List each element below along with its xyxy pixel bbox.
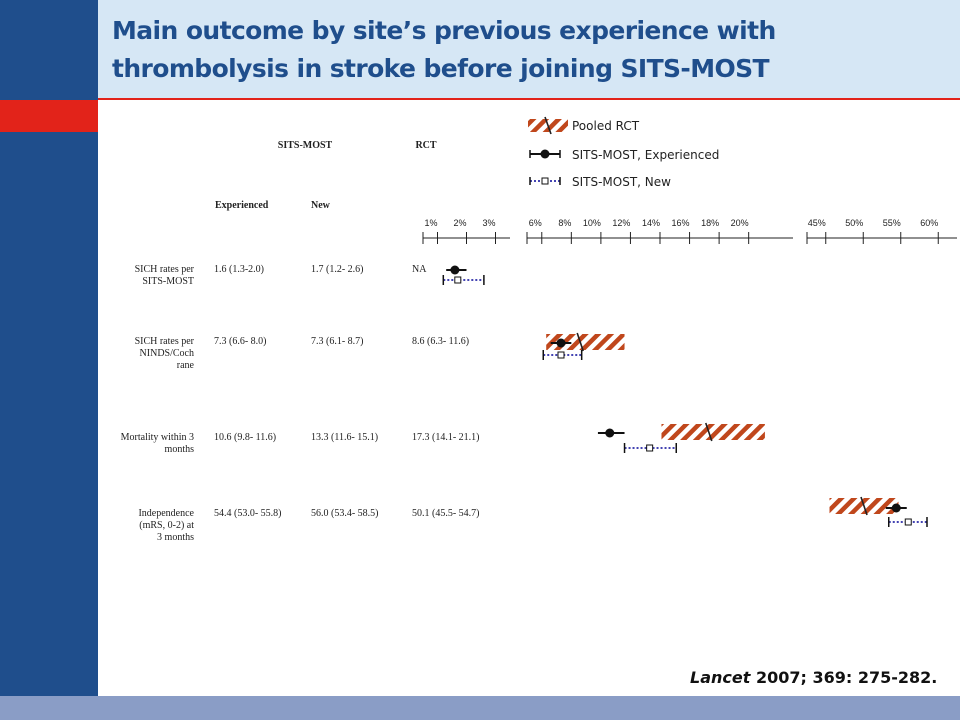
axis-tick-label: 55% [883,218,901,228]
row-label-line: Independence [138,508,194,519]
group-header-sits-most: SITS-MOST [278,140,333,151]
cell-new: 13.3 (11.6- 15.1) [311,432,378,443]
slide-title: Main outcome by site’s previous experien… [112,16,776,83]
new-point-estimate [646,444,654,452]
new-point-estimate [557,351,565,359]
rct-ci-bar [546,334,625,350]
cell-experienced: 54.4 (53.0- 55.8) [214,508,282,519]
rct-point-estimate [860,496,868,516]
row-label-line: (mRS, 0-2) at [139,520,194,531]
legend-label-new: SITS-MOST, New [572,175,671,189]
axis-tick-label: 16% [672,218,690,228]
cell-rct: 8.6 (6.3- 11.6) [412,336,469,347]
axis-tick-label: 45% [808,218,826,228]
cell-new: 7.3 (6.1- 8.7) [311,336,364,347]
row-label-line: SICH rates per [135,336,195,347]
legend-label-rct: Pooled RCT [572,119,640,133]
axis-tick-label: 60% [920,218,938,228]
new-point-estimate [904,518,912,526]
experienced-point-estimate [556,338,566,348]
axis-tick-label: 50% [845,218,863,228]
experienced-point-estimate [605,428,615,438]
experienced-point-estimate [891,503,901,513]
cell-new: 1.7 (1.2- 2.6) [311,264,364,275]
axis-tick-label: 1% [424,218,437,228]
rct-point-estimate [705,422,713,442]
axis-tick-label: 2% [453,218,466,228]
row-label-line: months [165,444,195,455]
row-label-line: SICH rates per [135,264,195,275]
cell-new: 56.0 (53.4- 58.5) [311,508,379,519]
row-label-line: SITS-MOST [142,276,194,287]
row-label-line: 3 months [157,532,194,543]
cell-rct: NA [412,264,427,275]
axis-tick-label: 14% [642,218,660,228]
citation: Lancet 2007; 369: 275-282. [690,668,937,687]
row-label-line: Mortality within 3 [121,432,194,443]
axis-tick-label: 3% [482,218,495,228]
axis-tick-label: 20% [731,218,749,228]
cell-experienced: 10.6 (9.8- 11.6) [214,432,276,443]
cell-rct: 17.3 (14.1- 21.1) [412,432,480,443]
footer-bar [0,696,960,720]
legend-rct-marker [544,116,552,135]
rct-ci-bar [661,424,765,440]
row-label-line: rane [177,360,195,371]
column-header-new: New [311,200,331,211]
title-banner [98,0,960,98]
axis-tick-label: 8% [558,218,571,228]
axis-tick-label: 12% [612,218,630,228]
legend-experienced-dot [540,149,550,159]
citation-journal: Lancet [690,668,751,687]
legend-new-square [541,177,549,185]
experienced-point-estimate [450,265,460,275]
group-header-rct: RCT [415,140,436,151]
axis-tick-label: 10% [583,218,601,228]
cell-experienced: 7.3 (6.6- 8.0) [214,336,267,347]
rct-point-estimate [576,332,584,352]
cell-experienced: 1.6 (1.3-2.0) [214,264,264,275]
axis-tick-label: 18% [701,218,719,228]
left-accent-red-block [0,100,98,132]
axis-tick-label: 6% [529,218,542,228]
row-label-line: NINDS/Coch [140,348,194,359]
new-point-estimate [454,276,462,284]
title-underline [98,98,960,100]
cell-rct: 50.1 (45.5- 54.7) [412,508,480,519]
column-header-experienced: Experienced [215,200,269,211]
citation-detail: 2007; 369: 275-282. [750,668,938,687]
legend-label-experienced: SITS-MOST, Experienced [572,148,719,162]
